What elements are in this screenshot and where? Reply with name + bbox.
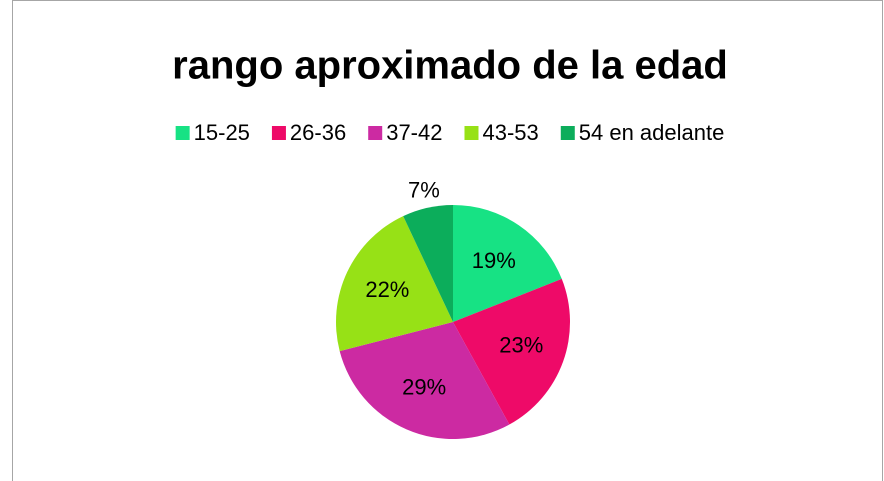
chart-title: rango aproximado de la edad [172,44,728,88]
pie-slice [453,278,571,425]
data-label: 7% [408,178,440,203]
legend-label: 54 en adelante [579,120,725,145]
data-label: 22% [365,277,409,302]
legend-swatch [464,126,479,140]
legend-label: 37-42 [386,120,442,145]
legend-swatch [560,126,575,140]
pie-slice [453,205,562,322]
pie-slice [339,322,510,439]
data-label: 19% [472,248,516,273]
legend-label: 15-25 [194,120,250,145]
pie-slice [336,216,453,352]
data-label: 29% [402,374,446,399]
pie-slice [403,205,453,322]
legend-swatch [368,126,383,140]
legend-label: 43-53 [482,120,538,145]
legend-swatch [271,126,286,140]
data-label: 23% [499,332,543,357]
legend-swatch [175,126,190,140]
legend-label: 26-36 [290,120,346,145]
legend: 15-25 26-36 37-42 43-53 54 en adelante [175,120,725,145]
